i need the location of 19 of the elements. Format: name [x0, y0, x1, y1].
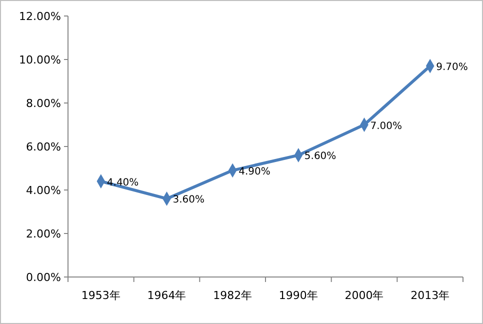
data-label: 4.90%	[238, 166, 270, 178]
y-tick-label: 6.00%	[26, 140, 61, 154]
y-tick-label: 12.00%	[19, 10, 61, 23]
x-tick-label: 1982年	[213, 289, 252, 302]
y-tick-label: 8.00%	[26, 97, 61, 110]
data-label: 7.00%	[370, 120, 402, 132]
x-tick-label: 2000年	[344, 289, 384, 302]
y-tick-label: 10.00%	[19, 54, 61, 66]
data-label: 4.40%	[106, 177, 139, 188]
data-label: 3.60%	[172, 194, 205, 206]
data-label: 5.60%	[304, 151, 336, 162]
x-tick-label: 1953年	[81, 289, 120, 302]
y-tick-label: 4.00%	[26, 184, 61, 197]
x-tick-label: 1964年	[147, 289, 186, 302]
y-tick-label: 0.00%	[26, 271, 61, 284]
y-tick-label: 2.00%	[26, 228, 61, 240]
x-tick-label: 1990年	[278, 289, 318, 302]
x-tick-label: 2013年	[410, 289, 450, 302]
data-label: 9.70%	[436, 62, 468, 74]
